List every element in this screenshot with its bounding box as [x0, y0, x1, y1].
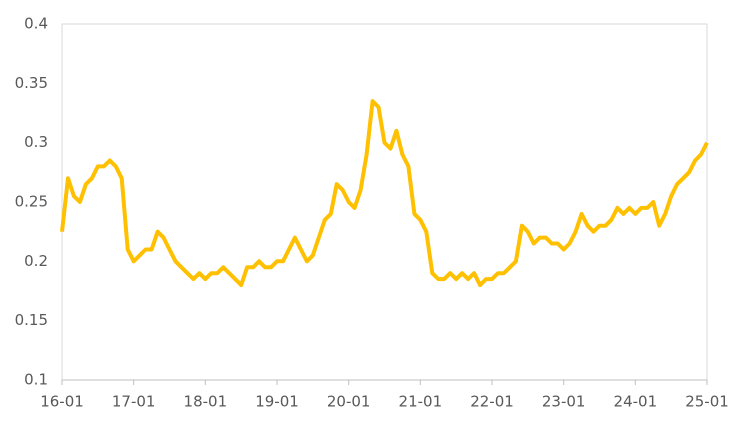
x-tick-label: 19-01 — [255, 393, 299, 411]
y-tick-label: 0.3 — [24, 133, 48, 151]
x-tick-label: 20-01 — [327, 393, 371, 411]
x-tick-label: 22-01 — [470, 393, 514, 411]
y-tick-label: 0.25 — [15, 193, 48, 211]
x-tick-label: 21-01 — [399, 393, 443, 411]
x-tick-label: 24-01 — [614, 393, 658, 411]
plot-frame — [61, 23, 708, 381]
y-tick-label: 0.4 — [24, 15, 48, 33]
x-tick-label: 17-01 — [112, 393, 156, 411]
y-tick-label: 0.1 — [24, 371, 48, 389]
x-tick-label: 16-01 — [40, 393, 84, 411]
y-tick-label: 0.35 — [15, 74, 48, 92]
x-tick-label: 18-01 — [184, 393, 228, 411]
x-tick-label: 23-01 — [542, 393, 586, 411]
y-tick-label: 0.2 — [24, 252, 48, 270]
y-tick-label: 0.15 — [15, 311, 48, 329]
data-line — [60, 99, 709, 288]
x-tick-label: 25-01 — [685, 393, 729, 411]
